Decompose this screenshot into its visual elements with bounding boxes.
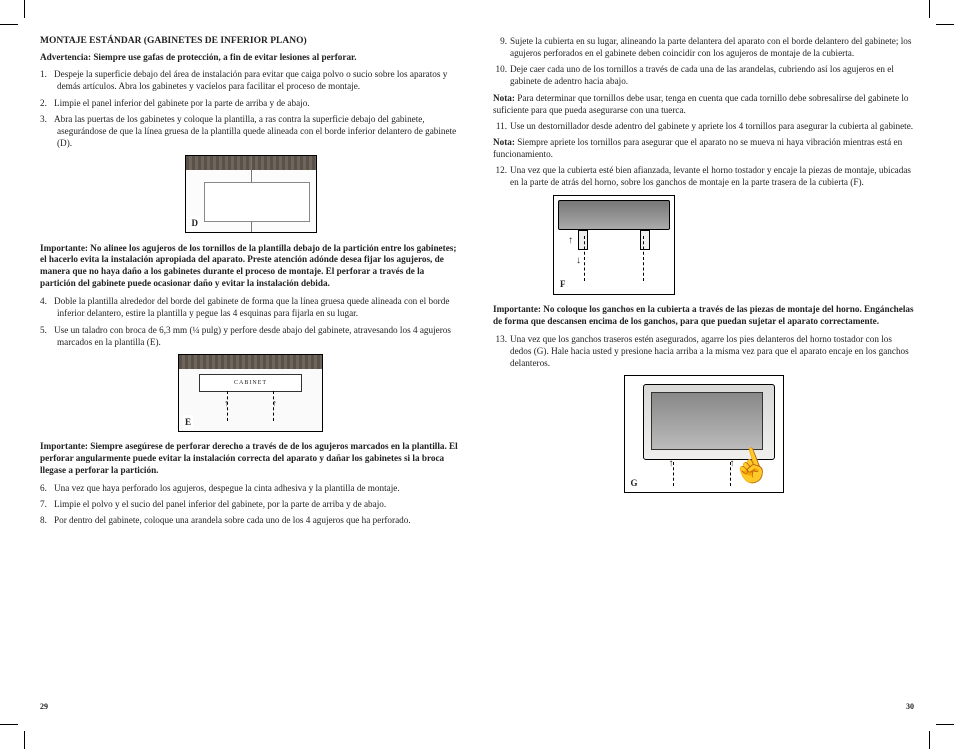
list-item: 8.Por dentro del gabinete, coloque una a… bbox=[40, 514, 461, 526]
main-heading: MONTAJE ESTÁNDAR (GABINETES DE INFERIOR … bbox=[40, 35, 461, 48]
list-item: 7.Limpie el polvo y el sucio del panel i… bbox=[40, 498, 461, 510]
steps-6-8: 6.Una vez que haya perforado los agujero… bbox=[40, 482, 461, 526]
steps-1-3: 1.Despeje la superficie debajo del área … bbox=[40, 68, 461, 149]
list-item: 12.Una vez que la cubierta esté bien afi… bbox=[493, 164, 914, 188]
list-item: 1.Despeje la superficie debajo del área … bbox=[40, 68, 461, 92]
list-item: 9.Sujete la cubierta en su lugar, alinea… bbox=[493, 35, 914, 59]
figure-label-d: D bbox=[190, 216, 201, 230]
figure-d-wrap: D bbox=[40, 155, 461, 236]
list-item: 3.Abra las puertas de los gabinetes y co… bbox=[40, 113, 461, 149]
important-2: Importante: Siempre asegúrese de perfora… bbox=[40, 441, 461, 477]
figure-label-e: E bbox=[183, 415, 193, 429]
figure-g: ↑↑ ☝ G bbox=[624, 375, 784, 493]
important-1: Importante: No alinee los agujeros de lo… bbox=[40, 243, 461, 291]
list-item: 4.Doble la plantilla alrededor del borde… bbox=[40, 295, 461, 319]
cabinet-label: CABINET bbox=[179, 379, 322, 387]
steps-4-5: 4.Doble la plantilla alrededor del borde… bbox=[40, 295, 461, 348]
note-1: Nota: Para determinar que tornillos debe… bbox=[493, 92, 914, 116]
figure-label-g: G bbox=[629, 476, 640, 490]
figure-f-wrap: ↑↓ F bbox=[493, 195, 914, 298]
list-item: 6.Una vez que haya perforado los agujero… bbox=[40, 482, 461, 494]
figure-e: CABINET ↑↑ E bbox=[178, 354, 323, 432]
left-column: MONTAJE ESTÁNDAR (GABINETES DE INFERIOR … bbox=[40, 35, 461, 714]
step-11: 11.Use un destornillador desde adentro d… bbox=[493, 120, 914, 132]
warning-line: Advertencia: Siempre use gafas de protec… bbox=[40, 51, 461, 63]
list-item: 11.Use un destornillador desde adentro d… bbox=[493, 120, 914, 132]
figure-f: ↑↓ F bbox=[553, 195, 675, 295]
page-number-left: 29 bbox=[40, 702, 48, 713]
list-item: 5.Use un taladro con broca de 6,3 mm (¼ … bbox=[40, 324, 461, 348]
right-column: 9.Sujete la cubierta en su lugar, alinea… bbox=[493, 35, 914, 714]
figure-label-f: F bbox=[558, 277, 568, 291]
list-item: 2.Limpie el panel inferior del gabinete … bbox=[40, 97, 461, 109]
figure-e-wrap: CABINET ↑↑ E bbox=[40, 354, 461, 435]
steps-9-10: 9.Sujete la cubierta en su lugar, alinea… bbox=[493, 35, 914, 88]
important-3: Importante: No coloque los ganchos en la… bbox=[493, 304, 914, 328]
step-12: 12.Una vez que la cubierta esté bien afi… bbox=[493, 164, 914, 188]
list-item: 13.Una vez que los ganchos traseros esté… bbox=[493, 333, 914, 369]
note-2: Nota: Siempre apriete los tornillos para… bbox=[493, 136, 914, 160]
figure-g-wrap: ↑↑ ☝ G bbox=[493, 375, 914, 496]
figure-d: D bbox=[185, 155, 317, 233]
list-item: 10.Deje caer cada uno de los tornillos a… bbox=[493, 63, 914, 87]
page-number-right: 30 bbox=[906, 702, 914, 713]
step-13: 13.Una vez que los ganchos traseros esté… bbox=[493, 333, 914, 369]
